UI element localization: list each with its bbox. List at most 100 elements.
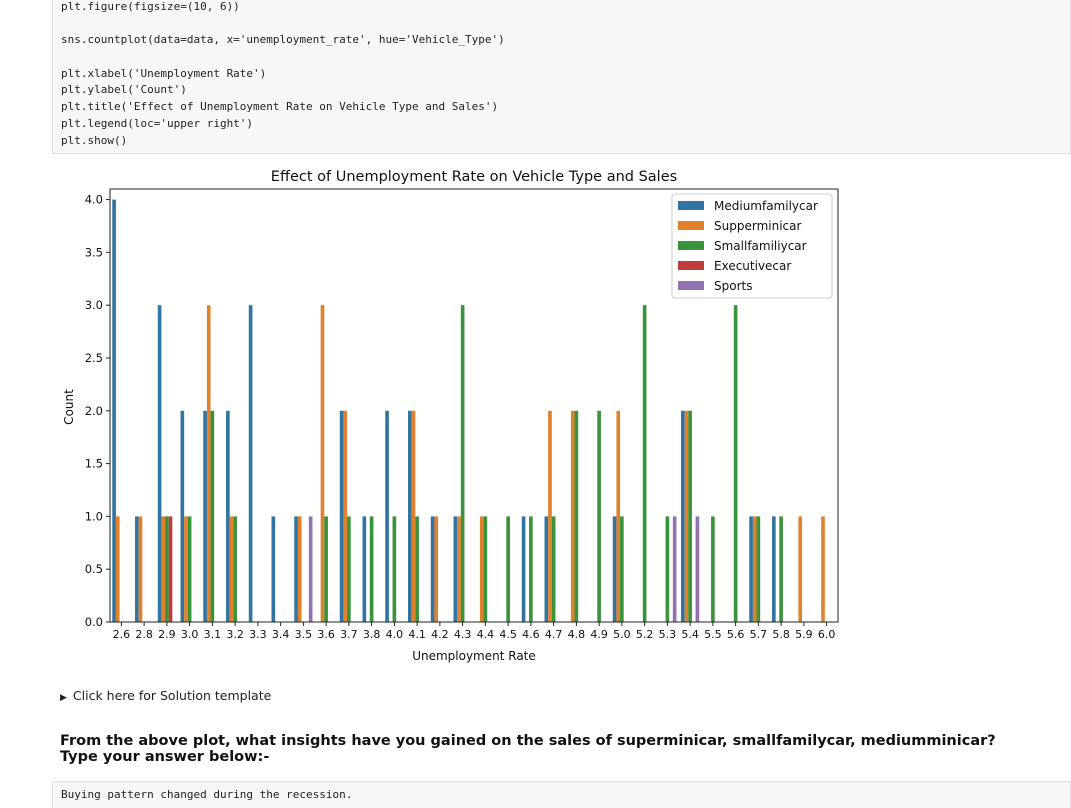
bar	[548, 410, 552, 622]
countplot-chart: Effect of Unemployment Rate on Vehicle T…	[62, 169, 839, 663]
bar	[612, 516, 617, 622]
bar	[184, 516, 188, 622]
bar	[165, 516, 169, 622]
bar	[308, 516, 313, 622]
bar	[339, 410, 344, 622]
bar	[385, 410, 389, 622]
code-line: plt.title('Effect of Unemployment Rate o…	[61, 100, 499, 113]
bar	[271, 516, 276, 622]
x-tick-label: 4.4	[477, 628, 495, 641]
code-line: plt.figure(figsize=(10, 6))	[61, 0, 240, 13]
bar	[115, 516, 120, 622]
y-tick-label: 2.0	[85, 404, 103, 418]
bar	[180, 410, 185, 622]
code-line: plt.legend(loc='upper right')	[61, 117, 254, 130]
chart-title: Effect of Unemployment Rate on Vehicle T…	[271, 169, 677, 185]
bar	[187, 516, 192, 622]
bar	[681, 410, 685, 622]
x-tick-label: 4.7	[545, 628, 563, 641]
bar	[320, 305, 325, 622]
bar	[294, 516, 298, 622]
x-tick-label: 3.1	[204, 628, 222, 641]
y-tick-label: 3.5	[85, 245, 103, 259]
bar	[479, 516, 484, 622]
y-tick-label: 2.5	[85, 351, 103, 365]
bar	[544, 516, 549, 622]
code-cell[interactable]: plt.figure(figsize=(10, 6)) sns.countplo…	[52, 0, 1071, 154]
bar	[324, 516, 328, 622]
x-tick-label: 3.6	[317, 628, 335, 641]
answer-text: Buying pattern changed during the recess…	[61, 788, 353, 801]
x-tick-label: 4.1	[408, 628, 426, 641]
bar	[695, 516, 700, 622]
bar	[457, 516, 461, 622]
bar	[672, 516, 677, 622]
legend-swatch	[678, 281, 704, 290]
bar	[521, 516, 526, 622]
bar	[483, 516, 488, 622]
x-tick-label: 3.4	[272, 628, 290, 641]
x-tick-label: 3.8	[363, 628, 381, 641]
x-tick-label: 5.0	[613, 628, 631, 641]
answer-cell[interactable]: Buying pattern changed during the recess…	[52, 781, 1071, 808]
legend-label: Mediumfamilycar	[714, 199, 818, 213]
bar	[597, 410, 601, 622]
question-instruction: Type your answer below:-	[60, 749, 270, 765]
x-tick-label: 6.0	[818, 628, 836, 641]
x-tick-label: 5.2	[636, 628, 654, 641]
legend-label: Supperminicar	[714, 219, 801, 233]
bar	[616, 410, 621, 622]
legend-label: Executivecar	[714, 259, 791, 273]
code-line: plt.xlabel('Unemployment Rate')	[61, 67, 267, 80]
bar	[684, 410, 689, 622]
bar	[798, 516, 803, 622]
x-tick-label: 3.2	[226, 628, 244, 641]
bar	[460, 305, 465, 622]
bar	[206, 305, 211, 622]
bar	[369, 516, 374, 622]
bar	[574, 410, 579, 622]
bar	[665, 516, 670, 622]
legend-box	[671, 193, 833, 299]
code-line: sns.countplot(data=data, x='unemployment…	[61, 33, 505, 46]
bar	[233, 516, 237, 622]
bar	[168, 516, 173, 622]
disclosure-triangle-icon: ▶	[60, 693, 67, 703]
x-tick-label: 3.0	[181, 628, 199, 641]
x-tick-label: 4.8	[568, 628, 586, 641]
question-line: From the above plot, what insights have …	[60, 733, 996, 749]
bar	[733, 305, 738, 622]
bar	[203, 410, 207, 622]
bar	[453, 516, 458, 622]
code-line: plt.ylabel('Count')	[61, 83, 187, 96]
x-tick-label: 3.3	[249, 628, 267, 641]
legend-label: Sports	[714, 279, 752, 293]
x-tick-label: 3.7	[340, 628, 358, 641]
bar	[343, 410, 348, 622]
bar	[411, 410, 416, 622]
code-line: plt.show()	[61, 134, 128, 147]
bar	[772, 516, 776, 622]
legend-label: Smallfamiliycar	[714, 239, 807, 253]
bar	[749, 516, 753, 622]
y-tick-label: 1.0	[85, 509, 103, 523]
bar	[430, 516, 435, 622]
x-tick-label: 4.2	[431, 628, 449, 641]
y-tick-label: 1.5	[85, 457, 103, 471]
bar	[135, 516, 139, 622]
x-tick-label: 5.9	[795, 628, 813, 641]
bar	[210, 410, 215, 622]
bar	[415, 516, 419, 622]
bar	[226, 410, 230, 622]
chart-output: Effect of Unemployment Rate on Vehicle T…	[52, 160, 852, 680]
x-tick-label: 5.5	[704, 628, 722, 641]
x-tick-label: 4.0	[386, 628, 404, 641]
bar	[529, 516, 533, 622]
y-tick-label: 0.5	[85, 562, 103, 576]
x-tick-label: 4.5	[499, 628, 517, 641]
legend-swatch	[678, 221, 704, 230]
legend: Mediumfamilycar Supperminicar Smallfamiliy…	[671, 193, 833, 299]
bar	[161, 516, 166, 622]
bar	[821, 516, 825, 622]
solution-template-toggle[interactable]: ▶ Click here for Solution template	[60, 688, 271, 703]
